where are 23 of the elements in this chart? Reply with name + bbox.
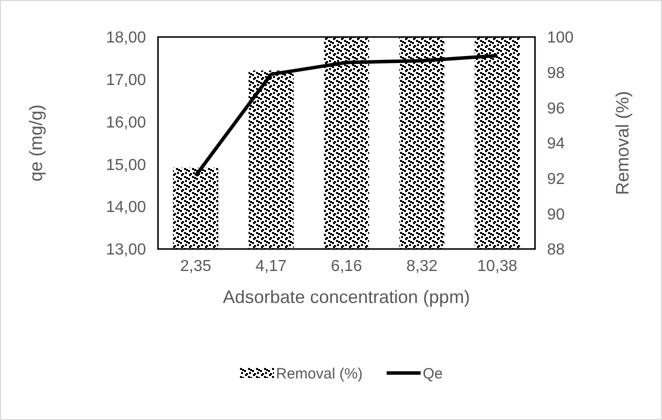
y2-tick-label: 94 xyxy=(547,136,565,153)
legend-label: Removal (%) xyxy=(276,365,363,382)
y-axis-title: qe (mg/g) xyxy=(26,104,46,182)
x-axis-title: Adsorbate concentration (ppm) xyxy=(222,287,470,307)
y2-axis-title: Removal (%) xyxy=(612,90,632,196)
y-tick-label: 17,00 xyxy=(106,72,146,89)
x-tick-label: 10,38 xyxy=(477,258,518,275)
x-tick-label: 2,35 xyxy=(180,258,212,275)
y-tick-label: 15,00 xyxy=(106,156,146,174)
y2-tick-label: 98 xyxy=(547,64,565,82)
y-tick-label: 18,00 xyxy=(106,30,146,47)
y2-tick-label: 88 xyxy=(547,242,565,259)
y2-tick-label: 92 xyxy=(547,170,565,188)
y2-tick-label: 90 xyxy=(547,206,565,224)
y2-tick-label: 96 xyxy=(547,100,565,118)
y2-tick-label: 100 xyxy=(547,30,574,47)
y-tick-label: 16,00 xyxy=(106,114,146,132)
x-tick-label: 6,16 xyxy=(330,258,362,275)
x-tick-label: 4,17 xyxy=(256,258,287,275)
y-tick-label: 13,00 xyxy=(106,242,146,259)
x-tick-label: 8,32 xyxy=(406,258,438,275)
y-tick-label: 14,00 xyxy=(106,199,146,216)
legend-label: Qe xyxy=(422,365,443,382)
